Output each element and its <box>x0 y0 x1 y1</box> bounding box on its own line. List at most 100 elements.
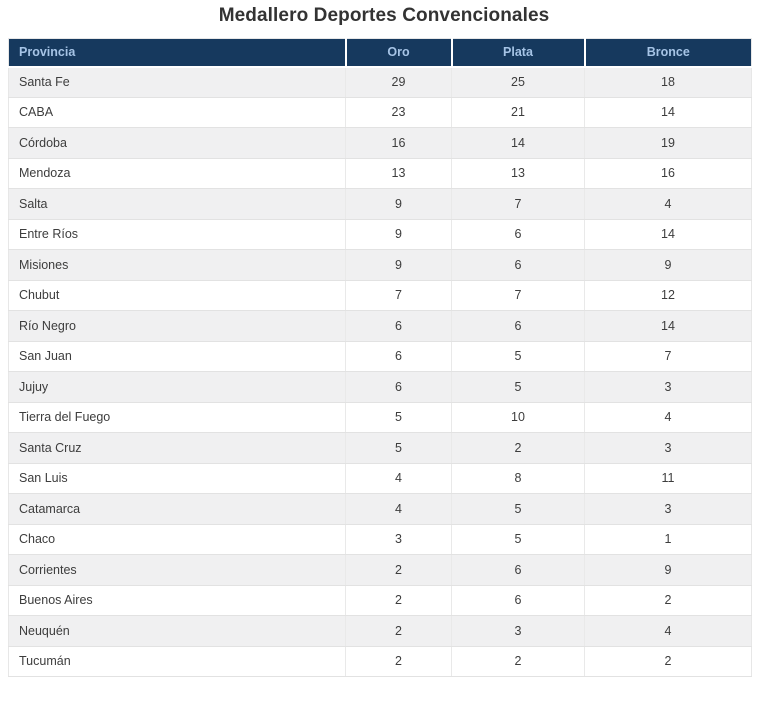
cell-bronce: 4 <box>584 615 752 647</box>
cell-provincia: Santa Fe <box>8 66 346 98</box>
cell-plata: 25 <box>451 66 585 98</box>
cell-plata: 6 <box>451 310 585 342</box>
cell-plata: 6 <box>451 219 585 250</box>
cell-oro: 9 <box>345 188 452 220</box>
table-row: Tucumán 2 2 2 <box>8 646 752 677</box>
cell-oro: 5 <box>345 432 452 464</box>
table-row: Corrientes 2 6 9 <box>8 554 752 586</box>
cell-provincia: Mendoza <box>8 158 346 189</box>
cell-plata: 6 <box>451 554 585 586</box>
table-row: Santa Cruz 5 2 3 <box>8 432 752 464</box>
table-body: Santa Fe 29 25 18 CABA 23 21 14 Córdoba 16 14 19 Men… <box>8 66 752 677</box>
cell-provincia: CABA <box>8 97 346 128</box>
cell-bronce: 4 <box>584 402 752 433</box>
cell-bronce: 14 <box>584 219 752 250</box>
cell-bronce: 3 <box>584 493 752 525</box>
table-row: CABA 23 21 14 <box>8 97 752 128</box>
cell-provincia: Entre Ríos <box>8 219 346 250</box>
cell-plata: 10 <box>451 402 585 433</box>
table-row: Santa Fe 29 25 18 <box>8 66 752 98</box>
cell-provincia: San Luis <box>8 463 346 494</box>
page-title: Medallero Deportes Convencionales <box>218 5 550 26</box>
cell-provincia: Catamarca <box>8 493 346 525</box>
table-row: Mendoza 13 13 16 <box>8 158 752 189</box>
column-header-bronce: Bronce <box>583 38 752 68</box>
table-row: Catamarca 4 5 3 <box>8 493 752 525</box>
cell-bronce: 3 <box>584 371 752 403</box>
cell-oro: 6 <box>345 341 452 372</box>
cell-bronce: 3 <box>584 432 752 464</box>
cell-provincia: Misiones <box>8 249 346 281</box>
cell-bronce: 2 <box>584 646 752 677</box>
cell-oro: 3 <box>345 524 452 555</box>
cell-plata: 6 <box>451 249 585 281</box>
cell-oro: 23 <box>345 97 452 128</box>
cell-oro: 7 <box>345 280 452 311</box>
cell-bronce: 4 <box>584 188 752 220</box>
table-row: Tierra del Fuego 5 10 4 <box>8 402 752 433</box>
cell-provincia: Chubut <box>8 280 346 311</box>
cell-provincia: San Juan <box>8 341 346 372</box>
cell-bronce: 9 <box>584 554 752 586</box>
cell-oro: 6 <box>345 310 452 342</box>
cell-plata: 21 <box>451 97 585 128</box>
cell-bronce: 1 <box>584 524 752 555</box>
table-row: Salta 9 7 4 <box>8 188 752 220</box>
cell-bronce: 2 <box>584 585 752 616</box>
table-row: Río Negro 6 6 14 <box>8 310 752 342</box>
cell-bronce: 18 <box>584 66 752 98</box>
cell-plata: 3 <box>451 615 585 647</box>
cell-plata: 7 <box>451 188 585 220</box>
cell-provincia: Río Negro <box>8 310 346 342</box>
cell-plata: 14 <box>451 127 585 159</box>
column-header-oro: Oro <box>344 38 452 68</box>
cell-provincia: Neuquén <box>8 615 346 647</box>
table-row: Buenos Aires 2 6 2 <box>8 585 752 616</box>
cell-bronce: 14 <box>584 97 752 128</box>
cell-plata: 5 <box>451 341 585 372</box>
cell-provincia: Jujuy <box>8 371 346 403</box>
cell-plata: 2 <box>451 646 585 677</box>
cell-provincia: Buenos Aires <box>8 585 346 616</box>
cell-provincia: Santa Cruz <box>8 432 346 464</box>
table-row: Chaco 3 5 1 <box>8 524 752 555</box>
cell-plata: 5 <box>451 524 585 555</box>
cell-plata: 2 <box>451 432 585 464</box>
cell-bronce: 9 <box>584 249 752 281</box>
cell-provincia: Tucumán <box>8 646 346 677</box>
cell-oro: 2 <box>345 585 452 616</box>
column-header-plata: Plata <box>450 38 585 68</box>
cell-plata: 13 <box>451 158 585 189</box>
cell-bronce: 11 <box>584 463 752 494</box>
cell-provincia: Tierra del Fuego <box>8 402 346 433</box>
cell-plata: 5 <box>451 493 585 525</box>
table-row: Jujuy 6 5 3 <box>8 371 752 403</box>
table-row: Neuquén 2 3 4 <box>8 615 752 647</box>
cell-bronce: 12 <box>584 280 752 311</box>
cell-oro: 13 <box>345 158 452 189</box>
cell-oro: 4 <box>345 493 452 525</box>
cell-oro: 2 <box>345 615 452 647</box>
header-row: Provincia Oro Plata Bronce <box>8 38 752 68</box>
table-row: Córdoba 16 14 19 <box>8 127 752 159</box>
table-row: San Juan 6 5 7 <box>8 341 752 372</box>
cell-provincia: Chaco <box>8 524 346 555</box>
table-row: San Luis 4 8 11 <box>8 463 752 494</box>
cell-oro: 2 <box>345 554 452 586</box>
cell-bronce: 7 <box>584 341 752 372</box>
cell-oro: 2 <box>345 646 452 677</box>
cell-plata: 8 <box>451 463 585 494</box>
medal-table: Provincia Oro Plata Bronce Santa Fe 29 25 1… <box>8 38 752 677</box>
cell-oro: 4 <box>345 463 452 494</box>
cell-plata: 7 <box>451 280 585 311</box>
cell-bronce: 14 <box>584 310 752 342</box>
cell-bronce: 16 <box>584 158 752 189</box>
table-row: Entre Ríos 9 6 14 <box>8 219 752 250</box>
cell-provincia: Corrientes <box>8 554 346 586</box>
cell-bronce: 19 <box>584 127 752 159</box>
cell-plata: 5 <box>451 371 585 403</box>
cell-oro: 16 <box>345 127 452 159</box>
table-row: Chubut 7 7 12 <box>8 280 752 311</box>
column-header-provincia: Provincia <box>8 38 346 68</box>
cell-oro: 9 <box>345 219 452 250</box>
